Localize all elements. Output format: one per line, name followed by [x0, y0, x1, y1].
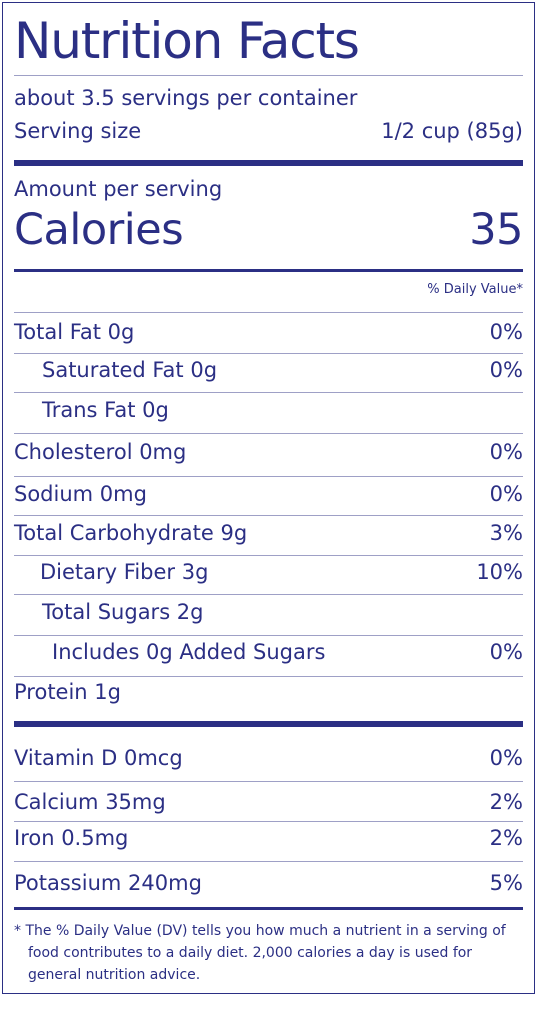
vitamin-row-iron: Iron 0.5mg 2% [14, 825, 523, 851]
vitamin-name: Iron 0.5mg [14, 826, 129, 850]
nutrient-dv: 0% [489, 320, 523, 344]
nutrient-row-protein: Protein 1g [14, 679, 523, 705]
vitamin-dv: 5% [489, 871, 523, 895]
thick-divider [14, 721, 523, 727]
vitamin-name: Vitamin D 0mcg [14, 746, 183, 770]
label-content: Nutrition Facts about 3.5 servings per c… [14, 3, 523, 993]
vitamin-name: Calcium 35mg [14, 790, 166, 814]
nutrient-dv: 0% [489, 640, 523, 664]
nutrient-row-added-sugars: Includes 0g Added Sugars 0% [14, 639, 523, 665]
serving-size-row: Serving size 1/2 cup (85g) [14, 118, 523, 144]
nutrient-name: Total Carbohydrate 9g [14, 521, 248, 545]
nutrient-dv: 3% [489, 521, 523, 545]
divider [14, 312, 523, 313]
nutrient-row-sodium: Sodium 0mg 0% [14, 481, 523, 507]
divider [14, 676, 523, 677]
vitamin-row-vitamin-d: Vitamin D 0mcg 0% [14, 745, 523, 771]
nutrient-name: Includes 0g Added Sugars [52, 640, 326, 664]
nutrient-row-saturated-fat: Saturated Fat 0g 0% [14, 357, 523, 383]
vitamin-dv: 2% [489, 826, 523, 850]
divider [14, 353, 523, 354]
nutrient-name: Trans Fat 0g [42, 398, 169, 422]
nutrient-dv: 0% [489, 440, 523, 464]
serving-size-label: Serving size [14, 119, 142, 143]
nutrient-name: Protein 1g [14, 680, 121, 704]
medium-divider [14, 907, 523, 910]
divider [14, 635, 523, 636]
daily-value-header-row: % Daily Value* [14, 281, 523, 299]
nutrient-dv: 0% [489, 358, 523, 382]
nutrient-row-trans-fat: Trans Fat 0g [14, 397, 523, 423]
divider [14, 861, 523, 862]
label-title: Nutrition Facts [14, 12, 360, 70]
vitamin-name: Potassium 240mg [14, 871, 202, 895]
daily-value-footnote: * The % Daily Value (DV) tells you how m… [14, 923, 506, 983]
calories-label: Calories [14, 205, 184, 255]
nutrient-name: Cholesterol 0mg [14, 440, 187, 464]
divider [14, 515, 523, 516]
nutrient-row-total-carbohydrate: Total Carbohydrate 9g 3% [14, 520, 523, 546]
medium-divider [14, 269, 523, 272]
divider [14, 392, 523, 393]
nutrient-row-total-sugars: Total Sugars 2g [14, 599, 523, 625]
serving-size-value: 1/2 cup (85g) [381, 119, 523, 143]
divider [14, 821, 523, 822]
servings-per-container: about 3.5 servings per container [14, 86, 358, 110]
nutrient-row-total-fat: Total Fat 0g 0% [14, 319, 523, 345]
vitamin-dv: 2% [489, 790, 523, 814]
nutrient-name: Total Sugars 2g [42, 600, 204, 624]
divider [14, 555, 523, 556]
divider [14, 594, 523, 595]
divider [14, 781, 523, 782]
nutrient-row-dietary-fiber: Dietary Fiber 3g 10% [14, 559, 523, 585]
thick-divider [14, 160, 523, 166]
nutrition-facts-panel: Nutrition Facts about 3.5 servings per c… [2, 2, 535, 994]
nutrient-dv: 10% [476, 560, 523, 584]
vitamin-dv: 0% [489, 746, 523, 770]
vitamin-row-potassium: Potassium 240mg 5% [14, 870, 523, 896]
calories-value: 35 [469, 205, 523, 255]
nutrient-row-cholesterol: Cholesterol 0mg 0% [14, 439, 523, 465]
divider [14, 476, 523, 477]
divider [14, 75, 523, 76]
nutrient-name: Sodium 0mg [14, 482, 147, 506]
vitamin-row-calcium: Calcium 35mg 2% [14, 789, 523, 815]
nutrient-name: Dietary Fiber 3g [40, 560, 209, 584]
calories-row: Calories 35 [14, 205, 523, 255]
daily-value-header: % Daily Value* [427, 282, 523, 297]
amount-per-serving: Amount per serving [14, 177, 223, 201]
nutrient-name: Total Fat 0g [14, 320, 135, 344]
divider [14, 433, 523, 434]
nutrient-name: Saturated Fat 0g [42, 358, 218, 382]
nutrient-dv: 0% [489, 482, 523, 506]
